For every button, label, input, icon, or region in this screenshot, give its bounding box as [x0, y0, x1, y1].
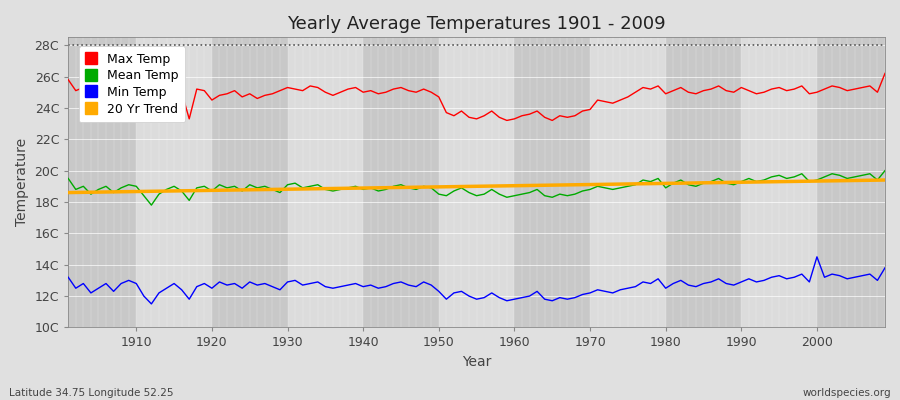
- Legend: Max Temp, Mean Temp, Min Temp, 20 Yr Trend: Max Temp, Mean Temp, Min Temp, 20 Yr Tre…: [78, 46, 185, 122]
- Bar: [817, 37, 885, 328]
- Bar: [590, 37, 666, 328]
- Bar: [742, 37, 817, 328]
- Text: worldspecies.org: worldspecies.org: [803, 388, 891, 398]
- Bar: [68, 37, 136, 328]
- Bar: [666, 37, 742, 328]
- X-axis label: Year: Year: [462, 355, 491, 369]
- Title: Yearly Average Temperatures 1901 - 2009: Yearly Average Temperatures 1901 - 2009: [287, 15, 666, 33]
- Bar: [136, 37, 212, 328]
- Bar: [287, 37, 364, 328]
- Bar: [212, 37, 287, 328]
- Bar: [364, 37, 439, 328]
- Bar: [439, 37, 515, 328]
- Bar: [515, 37, 590, 328]
- Text: Latitude 34.75 Longitude 52.25: Latitude 34.75 Longitude 52.25: [9, 388, 174, 398]
- Y-axis label: Temperature: Temperature: [15, 138, 29, 226]
